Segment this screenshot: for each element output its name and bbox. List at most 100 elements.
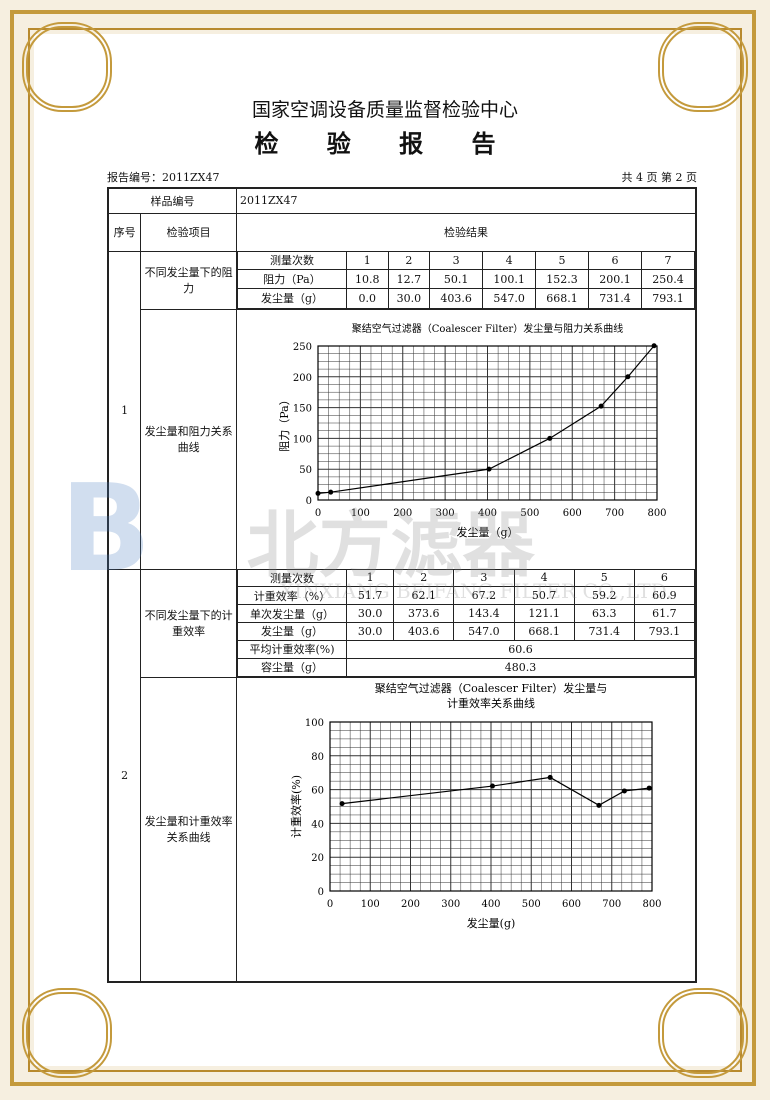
cell-value: 668.1 <box>535 288 590 309</box>
sample-label: 样品编号 <box>107 187 237 214</box>
cell-value: 51.7 <box>345 586 395 606</box>
table-row: 发尘量（g） 30.0 403.6 547.0 668.1 731.4 793.1 <box>237 621 696 641</box>
cell-value: 50.7 <box>513 586 575 606</box>
x-tick-label: 600 <box>562 899 581 910</box>
inner-border <box>28 28 742 1072</box>
cell-value: 2 <box>387 251 431 271</box>
cell-value: 1 <box>345 569 395 588</box>
x-axis-label: 发尘量（g） <box>456 525 518 539</box>
efficiency-table: 测量次数 1 2 3 4 5 6 计重效率（%） 51.7 62.1 67.2 50.7 59.2 60.… <box>237 569 696 677</box>
corner-ornament <box>22 22 112 112</box>
cell-value: 10.8 <box>346 269 389 290</box>
y-tick-label: 100 <box>293 434 312 445</box>
resistance-table: 测量次数 1 2 3 4 5 6 7 阻力（Pa） 10.8 12.7 50.1 100.1 152.3 2… <box>237 251 695 309</box>
cell-value: 547.0 <box>482 288 537 309</box>
col-result: 检验结果 <box>236 212 697 252</box>
table-row: 发尘量（g） 0.0 30.0 403.6 547.0 668.1 731.4 793.1 <box>237 288 695 309</box>
y-axis-label: 阻力（Pa） <box>278 394 291 451</box>
x-tick-label: 300 <box>441 899 460 910</box>
data-point <box>315 490 321 496</box>
y-tick-label: 80 <box>311 751 324 762</box>
x-tick-label: 500 <box>522 899 541 910</box>
row-label: 平均计重效率(%) <box>237 639 347 659</box>
cell-value: 373.6 <box>393 604 455 623</box>
y-tick-label: 200 <box>293 372 312 383</box>
cell-value: 4 <box>513 569 575 588</box>
data-point <box>339 800 345 806</box>
cell-value: 403.6 <box>393 621 455 641</box>
section-no: 1 <box>107 250 142 570</box>
cell-value: 250.4 <box>641 269 695 290</box>
cell-value: 731.4 <box>573 621 635 641</box>
cell-value: 1 <box>346 251 389 271</box>
col-no: 序号 <box>107 212 142 252</box>
series-line <box>317 344 655 494</box>
y-tick-label: 60 <box>311 785 324 796</box>
x-tick-label: 800 <box>647 508 666 519</box>
cell-value: 793.1 <box>641 288 695 309</box>
x-tick-label: 400 <box>478 508 497 519</box>
row-label: 发尘量（g） <box>237 621 347 641</box>
data-point <box>486 466 492 472</box>
row-label: 容尘量（g） <box>237 657 347 677</box>
table-row: 单次发尘量（g） 30.0 373.6 143.4 121.1 63.3 61.7 <box>237 604 696 623</box>
data-point <box>489 783 495 789</box>
y-tick-label: 40 <box>311 819 324 830</box>
y-tick-label: 0 <box>318 887 324 898</box>
chart-title: 计重效率关系曲线 <box>447 696 535 710</box>
cell-value: 61.7 <box>633 604 696 623</box>
y-tick-label: 20 <box>311 853 324 864</box>
sample-value: 2011ZX47 <box>236 187 697 214</box>
section-no: 2 <box>107 568 142 982</box>
row-label: 发尘量（g） <box>237 288 347 309</box>
corner-ornament <box>658 22 748 112</box>
x-tick-label: 200 <box>393 508 412 519</box>
report-number: 报告编号：2011ZX47 <box>107 171 220 184</box>
x-axis-label: 发尘量(g) <box>467 916 516 930</box>
cell-value: 60.6 <box>346 639 695 659</box>
corner-ornament <box>658 988 748 1078</box>
table-row: 阻力（Pa） 10.8 12.7 50.1 100.1 152.3 200.1 250.4 <box>237 269 695 290</box>
cell-value: 480.3 <box>346 657 695 677</box>
cell-value: 547.0 <box>453 621 515 641</box>
cell-value: 5 <box>573 569 635 588</box>
item-label: 不同发尘量下的计重效率 <box>140 568 237 678</box>
report-table: 样品编号 2011ZX47 序号 检验项目 检验结果 1 不同发尘量下的阻力 测量次数 1… <box>107 187 697 983</box>
cell-value: 60.9 <box>633 586 696 606</box>
data-point <box>651 342 657 348</box>
x-tick-label: 700 <box>602 899 621 910</box>
x-tick-label: 300 <box>436 508 455 519</box>
data-point <box>625 373 631 379</box>
x-tick-label: 0 <box>315 508 321 519</box>
series-line <box>342 776 650 806</box>
data-point <box>547 435 553 441</box>
cell-value: 67.2 <box>453 586 515 606</box>
cell-value: 668.1 <box>513 621 575 641</box>
cell-value: 30.0 <box>345 604 395 623</box>
cell-value: 6 <box>633 569 696 588</box>
cell-value: 403.6 <box>429 288 484 309</box>
cell-value: 5 <box>535 251 590 271</box>
x-tick-label: 700 <box>605 508 624 519</box>
cell-value: 63.3 <box>573 604 635 623</box>
y-axis-label: 计重效率(%) <box>289 774 303 837</box>
table-row: 计重效率（%） 51.7 62.1 67.2 50.7 59.2 60.9 <box>237 586 696 606</box>
cell-value: 2 <box>393 569 455 588</box>
y-tick-label: 250 <box>293 342 312 353</box>
cell-value: 152.3 <box>535 269 590 290</box>
row-label: 测量次数 <box>237 569 347 588</box>
org-name: 国家空调设备质量监督检验中心 <box>251 99 518 121</box>
cell-value: 59.2 <box>573 586 635 606</box>
data-point <box>598 403 604 409</box>
ornamental-border <box>10 10 756 1086</box>
data-point <box>596 802 602 808</box>
cell-value: 200.1 <box>588 269 642 290</box>
chart-title: 聚结空气过滤器（Coalescer Filter）发尘量与 <box>375 681 608 695</box>
cell-value: 731.4 <box>588 288 642 309</box>
item-label: 发尘量和阻力关系曲线 <box>140 308 237 570</box>
row-label: 计重效率（%） <box>237 586 347 606</box>
item-label: 不同发尘量下的阻力 <box>140 250 237 310</box>
x-tick-label: 500 <box>520 508 539 519</box>
cell-value: 100.1 <box>482 269 537 290</box>
table-row: 测量次数 1 2 3 4 5 6 <box>237 569 696 588</box>
